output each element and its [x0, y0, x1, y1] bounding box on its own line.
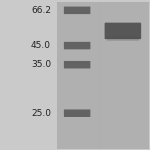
FancyBboxPatch shape: [106, 37, 139, 41]
FancyBboxPatch shape: [64, 110, 90, 117]
FancyBboxPatch shape: [64, 7, 90, 14]
Text: 45.0: 45.0: [31, 41, 51, 50]
Text: 35.0: 35.0: [31, 60, 51, 69]
FancyBboxPatch shape: [64, 61, 90, 68]
FancyBboxPatch shape: [105, 23, 141, 39]
Text: 25.0: 25.0: [31, 109, 51, 118]
FancyBboxPatch shape: [64, 42, 90, 49]
Bar: [57, 2, 148, 148]
Text: 66.2: 66.2: [31, 6, 51, 15]
